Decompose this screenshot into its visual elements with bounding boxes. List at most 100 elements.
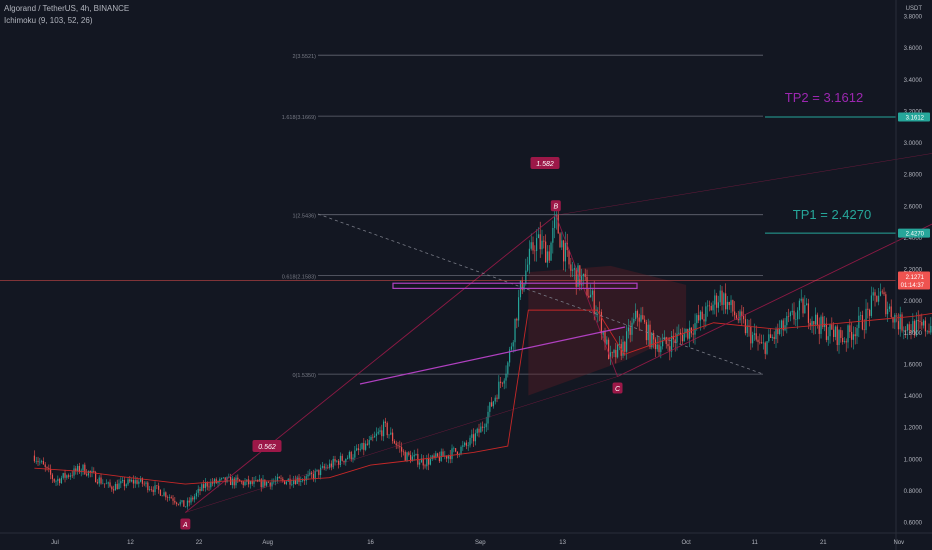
candle-body [707, 305, 709, 307]
x-tick-label: 16 [367, 540, 374, 546]
candle-body [366, 443, 369, 445]
tp2-axis-tag-bg [898, 112, 930, 122]
candle-body [264, 479, 266, 486]
candle-body [104, 483, 106, 485]
candle-body [863, 329, 865, 331]
candle-body [404, 451, 406, 461]
candle-body [284, 480, 286, 485]
candle-body [654, 339, 657, 350]
candle-body [689, 327, 691, 339]
candle-body [35, 461, 37, 462]
pattern-leg-bc [555, 215, 618, 377]
candle-body [127, 479, 129, 485]
candle-body [557, 214, 559, 234]
indicator-title[interactable]: Ichimoku (9, 103, 52, 26) [4, 16, 93, 25]
candle-body [374, 435, 376, 438]
candle-body [217, 481, 219, 484]
candle-body [84, 464, 86, 475]
candle-body [588, 295, 590, 298]
candle-body [316, 469, 318, 471]
candle-body [60, 477, 63, 484]
candle-body [582, 273, 585, 277]
candle-body [548, 251, 550, 261]
price-axis[interactable]: USDT 3.8000 3.6000 3.4000 3.2000 3.0000 2.8000… [895, 0, 930, 550]
time-axis[interactable]: Jul1222Aug16Sep13Oct1121Nov15Dec13202217 [0, 532, 932, 546]
y-tick-label: 1.4000 [904, 394, 923, 400]
candle-body [201, 484, 203, 491]
descending-trendline [317, 213, 764, 375]
candle-body [167, 497, 169, 498]
candle-body [510, 346, 513, 350]
candle-body [568, 250, 570, 265]
candle-body [860, 315, 862, 316]
candle-body [51, 474, 54, 479]
plot-area[interactable]: 2(3.5521) 1.618(3.1669) 1(2.5436) 0.618(2.1… [0, 54, 932, 530]
candle-body [69, 475, 72, 477]
candle-body [276, 476, 279, 481]
candle-body [658, 344, 660, 353]
candle-body [96, 482, 99, 484]
candle-body [662, 340, 664, 347]
candle-body [343, 460, 345, 463]
candle-body [93, 471, 95, 473]
candle-body [149, 489, 151, 491]
y-tick-label: 2.8000 [904, 173, 923, 179]
tp1-axis-tag-bg [898, 228, 930, 238]
x-tick-label: Aug [262, 540, 273, 546]
candle-body [33, 455, 36, 462]
candle-body [924, 320, 927, 332]
candle-body [125, 484, 127, 487]
candle-body [849, 325, 851, 332]
candle-body [615, 350, 617, 358]
candle-body [37, 461, 39, 462]
candle-body [163, 492, 165, 496]
candle-body [917, 320, 919, 322]
fib-level-label: 0.618(2.1583) [282, 275, 316, 281]
candle-body [415, 454, 417, 455]
candle-body [645, 322, 648, 341]
candle-body [807, 303, 810, 323]
candle-body [365, 443, 367, 450]
candle-body [919, 321, 921, 323]
candle-body [381, 430, 383, 437]
candle-body [811, 321, 813, 326]
candle-body [204, 482, 207, 488]
candle-body [636, 311, 639, 318]
candle-body [152, 489, 154, 493]
pattern-ratio-ac [185, 376, 618, 513]
candle-body [732, 300, 734, 312]
candle-body [453, 448, 455, 449]
x-tick-label: 13 [559, 540, 566, 546]
candle-body [134, 480, 136, 484]
candle-body [210, 482, 212, 488]
candle-body [244, 481, 246, 486]
ratio-ab-label-bg [252, 440, 282, 452]
candle-body [698, 315, 700, 321]
candle-body [138, 481, 140, 484]
candle-body [543, 240, 545, 242]
candle-body [206, 482, 208, 487]
candle-body [885, 294, 887, 315]
candle-body [816, 314, 819, 325]
candle-body [870, 295, 873, 316]
candle-body [730, 300, 732, 306]
symbol-title[interactable]: Algorand / TetherUS, 4h, BINANCE [4, 4, 130, 13]
candle-body [437, 453, 439, 457]
pattern-point-a-bg [180, 518, 191, 530]
candle-body [145, 482, 147, 484]
candle-body [825, 323, 828, 340]
candle-body [649, 324, 651, 348]
candle-body [192, 497, 194, 500]
candle-body [429, 459, 432, 465]
candle-body [330, 463, 333, 468]
candle-body [834, 326, 837, 337]
candle-body [644, 319, 646, 323]
candle-body [901, 314, 903, 331]
candle-body [683, 332, 685, 342]
candle-body [762, 342, 765, 344]
candle-body [352, 457, 354, 460]
candle-body [692, 333, 694, 335]
candle-body [428, 458, 430, 465]
candle-body [285, 481, 288, 485]
